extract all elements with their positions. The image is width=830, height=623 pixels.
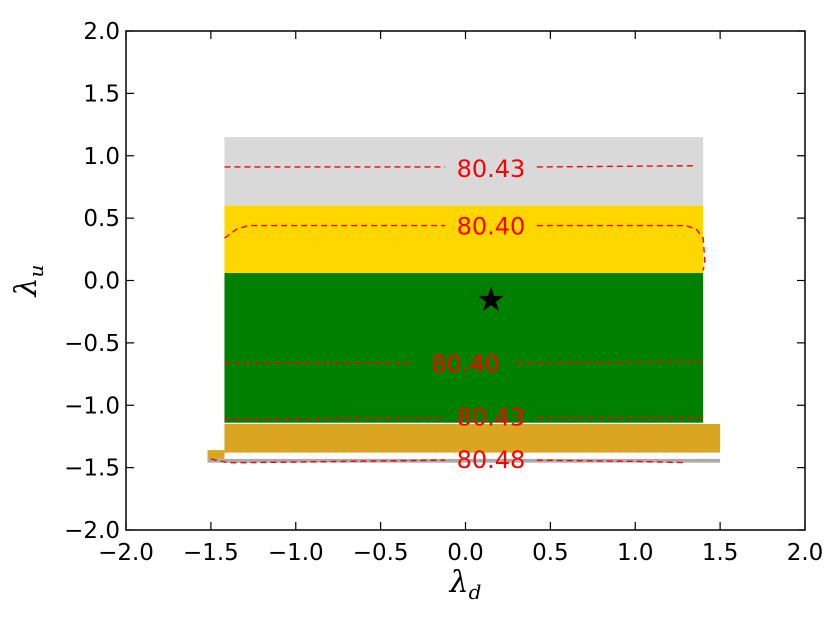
x-tick-label: 0.5 bbox=[532, 540, 569, 566]
y-tick-label: 2.0 bbox=[83, 19, 120, 45]
marker-layer: ★ bbox=[476, 280, 506, 320]
x-tick-label: −1.0 bbox=[268, 540, 324, 566]
x-tick-label: −2.0 bbox=[98, 540, 154, 566]
contour-line-4-1 bbox=[536, 459, 687, 464]
contours-layer: 80.43 80.40 80.40 80.43 80.48 bbox=[210, 155, 706, 474]
contour-label-3: 80.43 bbox=[457, 403, 526, 431]
y-tick-label: 1.0 bbox=[83, 144, 120, 170]
x-axis-label: λd bbox=[449, 565, 482, 604]
region-1 bbox=[224, 205, 704, 274]
regions-layer bbox=[207, 137, 721, 463]
x-tick-label: 2.0 bbox=[787, 540, 824, 566]
contour-label-4: 80.48 bbox=[457, 446, 526, 474]
x-tick-label: −1.5 bbox=[183, 540, 239, 566]
y-tick-label: 1.5 bbox=[83, 81, 120, 107]
x-axis-label-subscript: d bbox=[469, 580, 482, 604]
region-3 bbox=[207, 423, 721, 459]
y-tick-label: −1.0 bbox=[64, 393, 120, 419]
contour-line-3-0 bbox=[224, 417, 446, 420]
y-tick-label: 0.0 bbox=[83, 269, 120, 295]
y-tick-label: −1.5 bbox=[64, 456, 120, 482]
contour-line-4-0 bbox=[210, 458, 446, 464]
region-4 bbox=[207, 458, 721, 463]
x-tick-label: 1.5 bbox=[702, 540, 739, 566]
x-tick-label: −0.5 bbox=[353, 540, 409, 566]
contour-line-1-1 bbox=[536, 224, 706, 271]
y-axis-label: λu bbox=[9, 265, 48, 298]
contour-line-0-1 bbox=[536, 165, 695, 168]
ticks-layer: −2.0 −1.5 −1.0 −0.5 0.0 0.5 1.0 1.5 2.0 2.0 1.5 1.0… bbox=[64, 19, 823, 566]
contour-label-0: 80.43 bbox=[457, 155, 526, 183]
region-2 bbox=[224, 273, 704, 423]
y-axis-label-symbol: λ bbox=[9, 277, 44, 297]
contour-line-1-0 bbox=[224, 224, 446, 239]
x-axis-label-symbol: λ bbox=[449, 565, 469, 600]
y-tick-label: 0.5 bbox=[83, 206, 120, 232]
y-axis-label-subscript: u bbox=[24, 265, 48, 278]
y-tick-label: −0.5 bbox=[64, 331, 120, 357]
contour-line-2-1 bbox=[516, 360, 704, 364]
region-0 bbox=[224, 137, 704, 206]
star-marker: ★ bbox=[476, 280, 506, 320]
x-tick-label: 1.0 bbox=[617, 540, 654, 566]
contour-label-2: 80.40 bbox=[431, 350, 500, 378]
x-tick-label: 0.0 bbox=[447, 540, 484, 566]
y-tick-label: −2.0 bbox=[64, 518, 120, 544]
contour-label-1: 80.40 bbox=[457, 213, 526, 241]
